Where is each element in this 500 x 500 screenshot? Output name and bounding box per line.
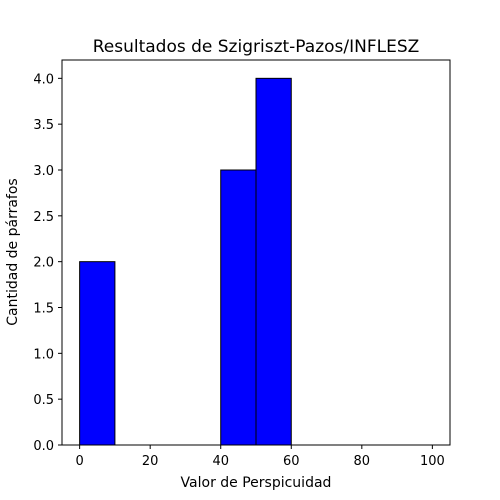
x-axis-label: Valor de Perspicuidad: [181, 475, 332, 491]
y-tick-label: 3.5: [33, 118, 54, 133]
bars-group: [79, 77, 292, 446]
y-tick-label: 2.0: [33, 256, 54, 271]
y-tick-label: 1.0: [33, 347, 54, 362]
x-tick-label: 80: [354, 454, 371, 469]
plot-frame: [61, 59, 451, 446]
x-tick-label: 60: [283, 454, 300, 469]
y-tick-label: 3.0: [33, 164, 54, 179]
histogram-bar-2: [255, 77, 292, 446]
histogram-bar-0: [79, 261, 116, 446]
y-tick-label: 2.5: [33, 210, 54, 225]
y-axis: 0.0 0.5 1.0 1.5 2.0 2.5 3.0 3.5 4.0: [33, 72, 62, 454]
y-tick-label: 0.5: [33, 393, 54, 408]
y-tick-label: 0.0: [33, 439, 54, 454]
y-tick-label: 4.0: [33, 72, 54, 87]
histogram-bar-1: [220, 169, 257, 446]
chart-title: Resultados de Szigriszt-Pazos/INFLESZ: [93, 37, 420, 57]
x-tick-label: 0: [75, 454, 83, 469]
y-axis-label: Cantidad de párrafos: [5, 178, 21, 325]
x-tick-label: 100: [420, 454, 445, 469]
x-axis: 0 20 40 60 80 100: [75, 445, 445, 469]
x-tick-label: 20: [142, 454, 159, 469]
x-tick-label: 40: [212, 454, 229, 469]
y-tick-label: 1.5: [33, 302, 54, 317]
